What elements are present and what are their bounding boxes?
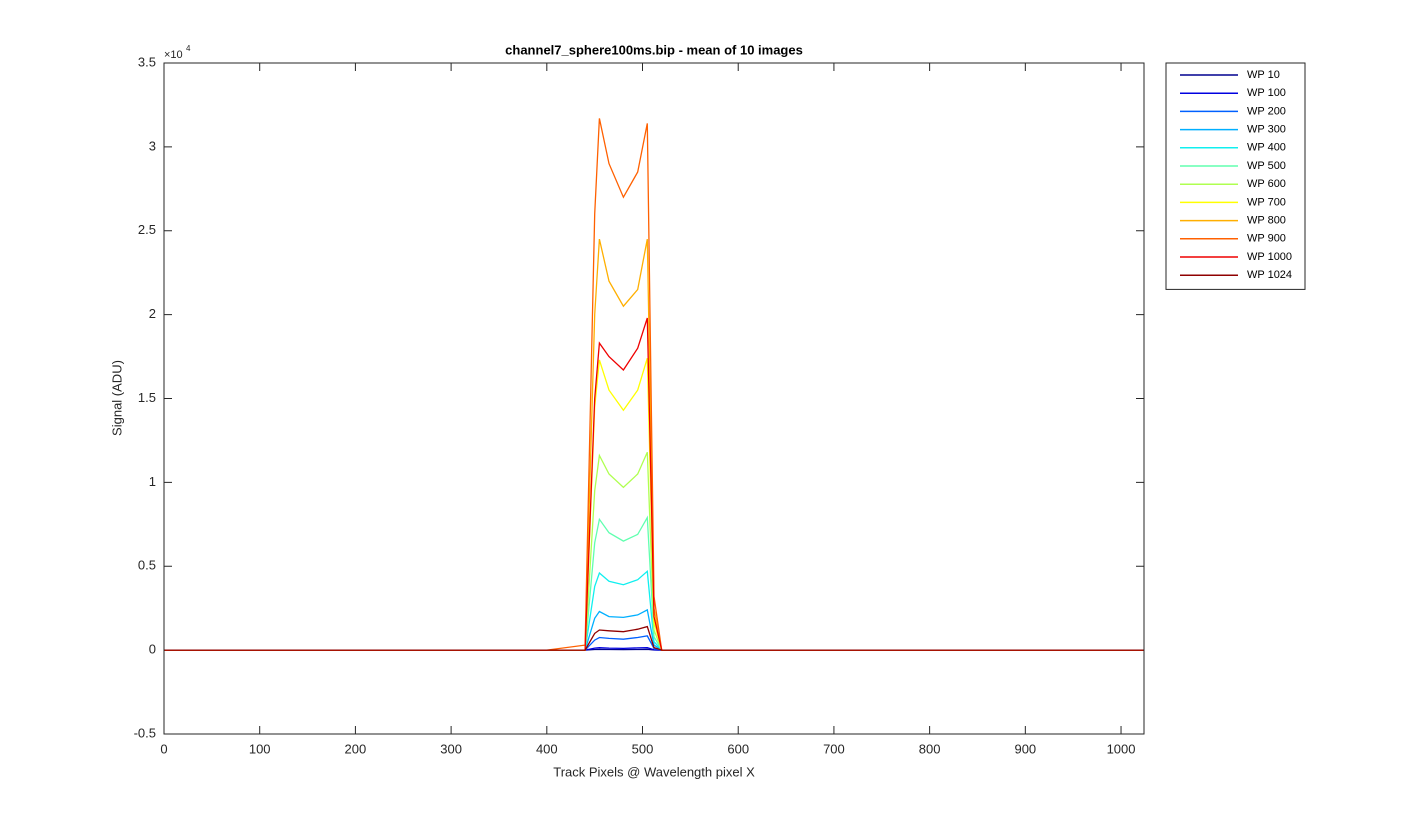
legend-label: WP 500 [1247,160,1286,172]
legend-label: WP 100 [1247,87,1286,99]
y-tick-label: 3.5 [138,54,156,69]
plot-frame [163,62,1145,735]
legend-label: WP 800 [1247,215,1286,227]
y-tick-label: 3 [149,138,156,153]
y-tick-label: 0 [149,642,156,657]
legend-label: WP 700 [1247,196,1286,208]
y-tick-label: 1 [149,474,156,489]
x-axis-label: Track Pixels @ Wavelength pixel X [553,764,755,779]
x-tick-label: 1000 [1107,741,1136,756]
y-tick-label: -0.5 [134,725,156,740]
y-scale-exponent: 4 [186,44,191,53]
x-tick-label: 100 [249,741,271,756]
series-line [164,625,1144,651]
x-tick-label: 700 [823,741,845,756]
x-tick-label: 300 [440,741,462,756]
legend-label: WP 600 [1247,178,1286,190]
y-scale-base: ×10 [164,49,183,61]
y-tick-label: 1.5 [138,390,156,405]
x-tick-label: 500 [632,741,654,756]
legend-label: WP 10 [1247,69,1280,81]
legend-box [1165,62,1306,290]
y-tick-label: 2 [149,306,156,321]
y-tick-label: 0.5 [138,558,156,573]
x-tick-label: 600 [727,741,749,756]
legend-label: WP 200 [1247,105,1286,117]
legend-label: WP 1000 [1247,251,1292,263]
legend-label: WP 400 [1247,142,1286,154]
y-axis-label: Signal (ADU) [109,360,124,436]
x-tick-label: 0 [160,741,167,756]
chart-title: channel7_sphere100ms.bip - mean of 10 im… [505,42,803,57]
x-tick-label: 900 [1014,741,1036,756]
x-tick-label: 400 [536,741,558,756]
x-tick-label: 200 [345,741,367,756]
x-tick-label: 800 [919,741,941,756]
legend-label: WP 1024 [1247,269,1292,281]
legend-label: WP 900 [1247,233,1286,245]
legend-label: WP 300 [1247,124,1286,136]
y-tick-label: 2.5 [138,222,156,237]
